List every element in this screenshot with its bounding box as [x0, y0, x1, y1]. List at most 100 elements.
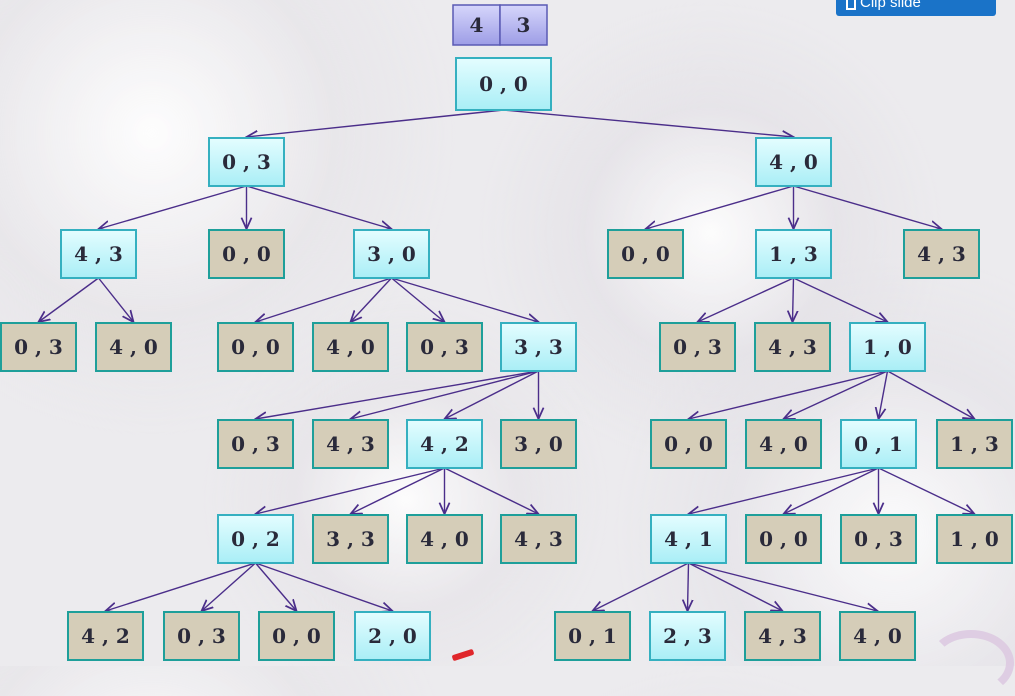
leaf-state-node: 3 , 3: [312, 514, 389, 564]
tree-edge: [784, 467, 879, 514]
tree-edge: [246, 185, 392, 229]
tree-edge: [688, 562, 689, 611]
tree-edge: [106, 562, 256, 611]
tree-edge: [444, 467, 539, 514]
state-label: 4 , 0: [759, 432, 808, 456]
state-label: 4 , 0: [326, 335, 375, 359]
leaf-state-node: 0 , 3: [163, 611, 240, 661]
tree-edge: [351, 467, 445, 514]
state-label: 2 , 0: [368, 624, 417, 648]
state-box: [0, 322, 77, 372]
state-box: [312, 419, 389, 469]
state-box: [936, 419, 1013, 469]
state-box: [500, 419, 577, 469]
leaf-state-node: 4 , 0: [312, 322, 389, 372]
state-box: [312, 322, 389, 372]
state-label: 4 , 0: [853, 624, 902, 648]
state-box: [208, 137, 285, 187]
state-label: 0 , 3: [854, 527, 903, 551]
state-box: [659, 322, 736, 372]
capacity-jug-b: 3: [517, 13, 531, 37]
leaf-state-node: 1 , 3: [936, 419, 1013, 469]
tree-edge: [689, 370, 888, 419]
state-label: 0 , 0: [272, 624, 321, 648]
state-box: [208, 229, 285, 279]
leaf-state-node: 0 , 3: [406, 322, 483, 372]
state-box: [650, 514, 727, 564]
state-box: [649, 611, 726, 661]
leaf-state-node: 4 , 3: [312, 419, 389, 469]
expanded-state-node: 2 , 3: [649, 611, 726, 661]
state-box: [500, 514, 577, 564]
leaf-state-node: 0 , 0: [745, 514, 822, 564]
state-box: [839, 611, 916, 661]
leaf-state-node: 0 , 0: [217, 322, 294, 372]
tree-edge: [503, 109, 794, 137]
state-label: 0 , 3: [222, 150, 271, 174]
state-label: 4 , 3: [768, 335, 817, 359]
state-label: 4 , 3: [917, 242, 966, 266]
leaf-state-node: 0 , 3: [659, 322, 736, 372]
capacity-cell-jug-b: [499, 4, 548, 46]
leaf-state-node: 0 , 0: [208, 229, 285, 279]
leaf-state-node: 4 , 2: [67, 611, 144, 661]
state-label: 4 , 3: [514, 527, 563, 551]
leaf-state-node: 4 , 0: [406, 514, 483, 564]
state-label: 0 , 0: [664, 432, 713, 456]
decorative-swirl: [928, 630, 1014, 696]
clip-icon: [846, 0, 856, 10]
state-box: [607, 229, 684, 279]
tree-edge: [39, 277, 99, 322]
state-box: [500, 322, 577, 372]
state-label: 1 , 3: [950, 432, 999, 456]
tree-edge: [793, 185, 942, 229]
leaf-state-node: 3 , 0: [500, 419, 577, 469]
state-box: [849, 322, 926, 372]
clip-slide-button[interactable]: Clip slide: [836, 0, 996, 16]
state-box: [217, 514, 294, 564]
state-label: 0 , 1: [854, 432, 903, 456]
capacity-cell-jug-a: [452, 4, 501, 46]
leaf-state-node: 4 , 3: [903, 229, 980, 279]
leaf-state-node: 0 , 0: [607, 229, 684, 279]
leaf-state-node: 4 , 0: [95, 322, 172, 372]
tree-edge: [698, 277, 794, 322]
state-label: 1 , 3: [769, 242, 818, 266]
tree-edge: [688, 562, 783, 611]
expanded-state-node: 3 , 0: [353, 229, 430, 279]
tree-edge: [99, 185, 247, 229]
tree-edges: [39, 109, 975, 611]
expanded-state-node: 1 , 0: [849, 322, 926, 372]
clip-slide-label: Clip slide: [860, 0, 921, 11]
expanded-state-node: 3 , 3: [500, 322, 577, 372]
state-label: 1 , 0: [863, 335, 912, 359]
tree-edge: [887, 370, 975, 419]
leaf-state-node: 4 , 3: [744, 611, 821, 661]
state-label: 2 , 3: [663, 624, 712, 648]
state-box: [406, 419, 483, 469]
tree-edge: [391, 277, 445, 322]
state-label: 0 , 0: [231, 335, 280, 359]
state-box: [406, 322, 483, 372]
state-label: 0 , 3: [177, 624, 226, 648]
state-box: [455, 57, 552, 111]
state-label: 3 , 0: [367, 242, 416, 266]
leaf-state-node: 4 , 3: [500, 514, 577, 564]
expanded-state-node: 4 , 0: [755, 137, 832, 187]
leaf-state-node: 0 , 0: [650, 419, 727, 469]
tree-edge: [878, 467, 975, 514]
state-box: [936, 514, 1013, 564]
tree-edge: [256, 277, 392, 322]
tree-edge: [256, 467, 445, 514]
state-label: 0 , 0: [759, 527, 808, 551]
state-box: [745, 419, 822, 469]
state-box: [840, 514, 917, 564]
tree-edge: [593, 562, 689, 611]
state-box: [354, 611, 431, 661]
state-box: [95, 322, 172, 372]
state-space-tree: 4 3 0 , 0 0 , 3 4 , 0 4 , 3 0 , 0 3 , 0 0 , 0 1…: [0, 4, 1013, 661]
tree-edge: [879, 370, 889, 419]
tree-edge: [202, 562, 256, 611]
leaf-state-node: 0 , 0: [258, 611, 335, 661]
state-label: 0 , 3: [673, 335, 722, 359]
